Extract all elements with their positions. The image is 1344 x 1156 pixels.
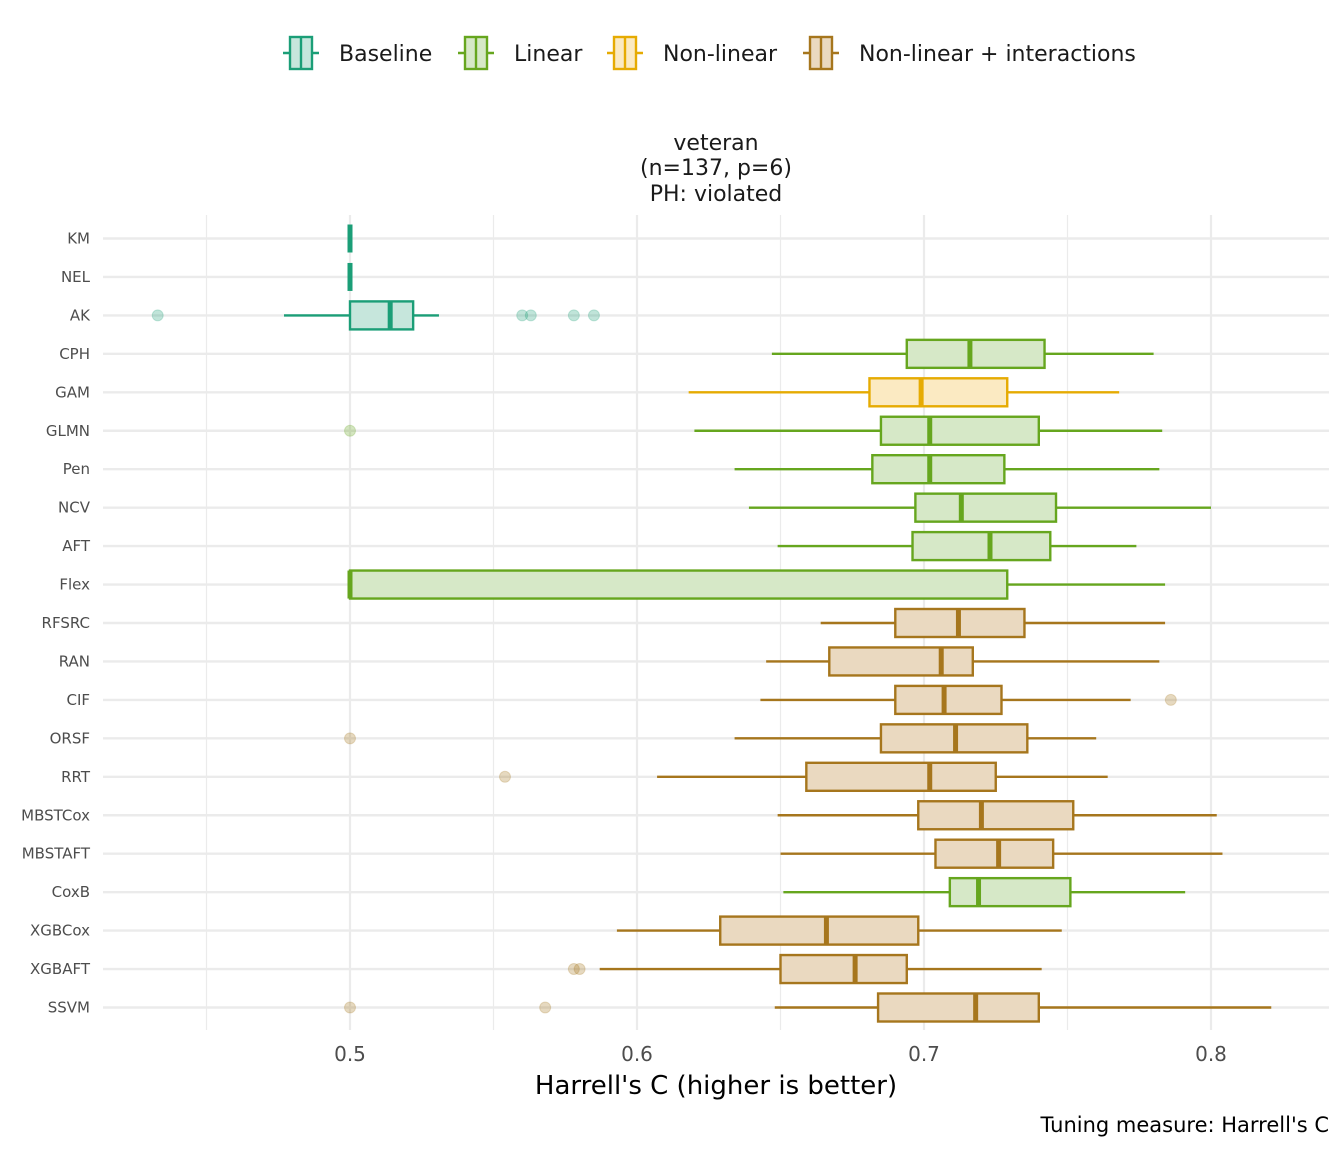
legend-label-0: Baseline	[339, 42, 432, 67]
iqr-box-AFT	[911, 530, 1052, 562]
y-tick-label-XGBCox: XGBCox	[30, 922, 90, 940]
iqr-box-CoxB	[948, 876, 1072, 908]
box-Pen	[734, 454, 1160, 485]
y-tick-label-GLMN: GLMN	[46, 422, 90, 440]
y-tick-label-RFSRC: RFSRC	[42, 614, 90, 632]
outlier-AK-3	[567, 309, 580, 322]
legend-label-3: Non-linear + interactions	[859, 42, 1136, 67]
x-axis-tick-labels: 0.5 0.6 0.7 0.8	[334, 1042, 1227, 1066]
y-tick-label-GAM: GAM	[55, 383, 90, 401]
box-RFSRC	[820, 607, 1166, 639]
box-AK	[151, 300, 600, 331]
facet-title-line-1: veteran	[673, 131, 758, 156]
box-Flex	[347, 569, 1166, 600]
iqr-box-MBSTCox	[917, 800, 1075, 831]
outlier-AK-2	[524, 309, 537, 322]
box-NCV	[748, 492, 1211, 523]
y-tick-label-ORSF: ORSF	[50, 729, 90, 747]
legend-item-0: Baseline	[283, 35, 432, 71]
x-tick-label-0: 0.5	[334, 1042, 366, 1066]
iqr-box-SSVM	[876, 992, 1041, 1023]
y-tick-label-RRT: RRT	[61, 768, 91, 786]
y-tick-label-Flex: Flex	[59, 576, 90, 594]
boxes	[151, 224, 1272, 1023]
box-CIF	[760, 684, 1177, 716]
y-tick-label-CPH: CPH	[59, 345, 90, 363]
legend-item-1: Linear	[458, 35, 583, 71]
box-SSVM	[344, 992, 1272, 1023]
y-tick-label-MBSTAFT: MBSTAFT	[22, 845, 91, 863]
y-tick-label-NEL: NEL	[61, 268, 91, 286]
y-axis-tick-labels: KM NEL AK CPH GAM GLMN Pen NCV AFT Flex RFSRC RAN CI…	[21, 230, 91, 1017]
outlier-ORSF-0	[344, 732, 356, 745]
legend: Baseline Linear Non-linear Non-linear + int…	[283, 35, 1136, 71]
iqr-box-GAM	[868, 377, 1009, 408]
y-tick-label-AK: AK	[70, 306, 91, 324]
iqr-box-NCV	[914, 492, 1058, 523]
box-AFT	[777, 530, 1137, 562]
iqr-box-XGBAFT	[779, 953, 908, 985]
box-RRT	[498, 761, 1108, 792]
legend-key-2	[607, 35, 643, 71]
iqr-box-Flex	[348, 569, 1009, 600]
iqr-box-RAN	[828, 646, 974, 677]
y-tick-label-KM: KM	[67, 230, 90, 248]
y-tick-label-RAN: RAN	[59, 652, 90, 670]
box-MBSTCox	[777, 800, 1217, 831]
outlier-CIF-0	[1164, 693, 1177, 706]
iqr-box-XGBCox	[719, 915, 920, 946]
facet-title-line-2: (n=137, p=6)	[640, 156, 792, 181]
y-tick-label-CoxB: CoxB	[52, 883, 90, 901]
y-tick-label-AFT: AFT	[62, 537, 91, 555]
outlier-AK-1	[516, 309, 529, 322]
y-tick-label-MBSTCox: MBSTCox	[21, 806, 90, 824]
iqr-box-Pen	[871, 454, 1006, 485]
facet-title-line-3: PH: violated	[650, 182, 783, 207]
box-CPH	[771, 338, 1154, 370]
outlier-XGBAFT-1	[573, 963, 586, 976]
iqr-box-GLMN	[879, 415, 1041, 446]
box-GAM	[688, 377, 1120, 408]
x-tick-label-2: 0.7	[908, 1042, 940, 1066]
box-XGBCox	[616, 915, 1062, 946]
caption: Tuning measure: Harrell's C	[1040, 1113, 1329, 1137]
legend-label-2: Non-linear	[663, 42, 778, 67]
iqr-box-RRT	[805, 761, 997, 792]
y-tick-label-NCV: NCV	[58, 499, 91, 517]
box-RAN	[766, 646, 1160, 677]
legend-item-2: Non-linear	[607, 35, 778, 71]
iqr-box-AK	[348, 300, 415, 331]
y-tick-label-SSVM: SSVM	[48, 999, 90, 1017]
outlier-AK-4	[587, 309, 600, 322]
legend-label-1: Linear	[514, 42, 583, 67]
x-tick-label-3: 0.8	[1195, 1042, 1227, 1066]
iqr-box-CIF	[894, 684, 1003, 716]
facet-title: veteran (n=137, p=6) PH: violated	[640, 131, 792, 207]
outlier-GLMN-0	[344, 424, 356, 437]
box-ORSF	[344, 723, 1097, 754]
outlier-RRT-0	[498, 770, 511, 783]
outlier-SSVM-0	[344, 1001, 356, 1014]
box-XGBAFT	[567, 953, 1042, 985]
outlier-AK-0	[151, 309, 164, 322]
legend-key-1	[458, 35, 494, 71]
box-MBSTAFT	[780, 838, 1223, 869]
box-GLMN	[344, 415, 1163, 446]
box-CoxB	[783, 876, 1186, 908]
legend-item-3: Non-linear + interactions	[803, 35, 1136, 71]
x-tick-label-1: 0.6	[621, 1042, 653, 1066]
legend-key-3	[803, 35, 839, 71]
y-tick-label-CIF: CIF	[66, 691, 90, 709]
iqr-box-MBSTAFT	[934, 838, 1055, 869]
legend-key-0	[283, 35, 319, 71]
y-tick-label-XGBAFT: XGBAFT	[30, 960, 91, 978]
outlier-SSVM-1	[539, 1001, 552, 1014]
y-tick-label-Pen: Pen	[63, 460, 90, 478]
iqr-box-CPH	[905, 338, 1046, 370]
outlier-XGBAFT-0	[567, 963, 580, 976]
x-axis-title: Harrell's C (higher is better)	[535, 1071, 897, 1101]
